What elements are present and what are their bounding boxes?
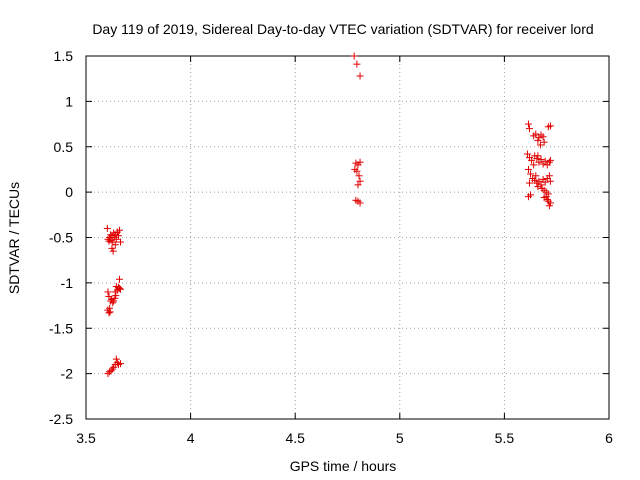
data-point — [535, 177, 543, 185]
data-point — [104, 288, 112, 296]
data-point — [526, 179, 534, 187]
data-point — [534, 136, 542, 144]
data-point — [527, 191, 535, 199]
data-point — [353, 60, 361, 68]
data-point — [528, 156, 536, 164]
data-point — [534, 183, 542, 191]
x-axis-label: GPS time / hours — [290, 458, 397, 474]
data-point — [109, 247, 117, 255]
data-point — [110, 229, 118, 237]
data-point — [546, 177, 554, 185]
data-point — [103, 224, 111, 232]
x-tick-label: 5 — [396, 430, 404, 446]
data-points — [103, 52, 554, 378]
data-point — [112, 235, 120, 243]
data-point — [105, 309, 113, 317]
data-point — [536, 141, 544, 149]
data-point — [356, 177, 364, 185]
data-point — [540, 138, 548, 146]
y-tick-label: 1.5 — [54, 48, 74, 64]
data-point — [537, 181, 545, 189]
data-point — [117, 238, 125, 246]
data-point — [112, 355, 120, 363]
data-point — [355, 172, 363, 180]
data-point — [114, 232, 122, 240]
data-point — [541, 178, 549, 186]
y-tick-label: -2 — [61, 366, 74, 382]
x-tick-label: 5.5 — [495, 430, 515, 446]
axis-ticks — [85, 55, 610, 420]
data-point — [527, 170, 535, 178]
x-tick-label: 3.5 — [76, 430, 96, 446]
data-point — [115, 226, 123, 234]
x-tick-labels: 3.5 4 4.5 5 5.5 6 — [76, 430, 613, 446]
y-tick-label: -1 — [61, 275, 74, 291]
data-point — [534, 152, 542, 160]
data-point — [350, 52, 358, 60]
grid-lines — [86, 56, 609, 419]
data-point — [106, 304, 114, 312]
data-point — [353, 167, 361, 175]
data-point — [524, 165, 532, 173]
data-point — [107, 297, 115, 305]
y-axis-label: SDTVAR / TECUs — [6, 182, 22, 294]
data-point — [356, 158, 364, 166]
data-point — [105, 368, 113, 376]
data-point — [539, 133, 547, 141]
data-point — [117, 285, 125, 293]
y-tick-label: -2.5 — [49, 411, 73, 427]
data-point — [523, 150, 531, 158]
y-tick-labels: -2.5 -2 -1.5 -1 -0.5 0 0.5 1 1.5 — [49, 48, 73, 427]
data-point — [546, 199, 554, 207]
data-point — [546, 122, 554, 130]
data-point — [541, 157, 549, 165]
data-point — [356, 199, 364, 207]
data-point — [532, 130, 540, 138]
data-point — [110, 363, 118, 371]
data-point — [532, 172, 540, 180]
data-point — [115, 284, 123, 292]
data-point — [537, 155, 545, 163]
data-point — [530, 161, 538, 169]
y-tick-label: 0 — [65, 184, 73, 200]
x-tick-label: 6 — [605, 430, 613, 446]
y-tick-label: -1.5 — [49, 320, 73, 336]
data-point — [105, 292, 113, 300]
data-point — [545, 172, 553, 180]
data-point — [354, 181, 362, 189]
y-tick-label: -0.5 — [49, 230, 73, 246]
data-point — [543, 195, 551, 203]
data-point — [104, 370, 112, 378]
data-point — [546, 156, 554, 164]
x-tick-label: 4.5 — [285, 430, 305, 446]
data-point — [545, 158, 553, 166]
data-point — [526, 125, 534, 133]
data-point — [524, 120, 532, 128]
data-point — [356, 72, 364, 80]
data-point — [111, 241, 119, 249]
y-tick-label: 1 — [65, 93, 73, 109]
data-point — [104, 235, 112, 243]
y-tick-label: 0.5 — [54, 139, 74, 155]
x-tick-label: 4 — [187, 430, 195, 446]
data-point — [115, 275, 123, 283]
chart-title: Day 119 of 2019, Sidereal Day-to-day VTE… — [92, 21, 593, 37]
data-point — [117, 360, 125, 368]
